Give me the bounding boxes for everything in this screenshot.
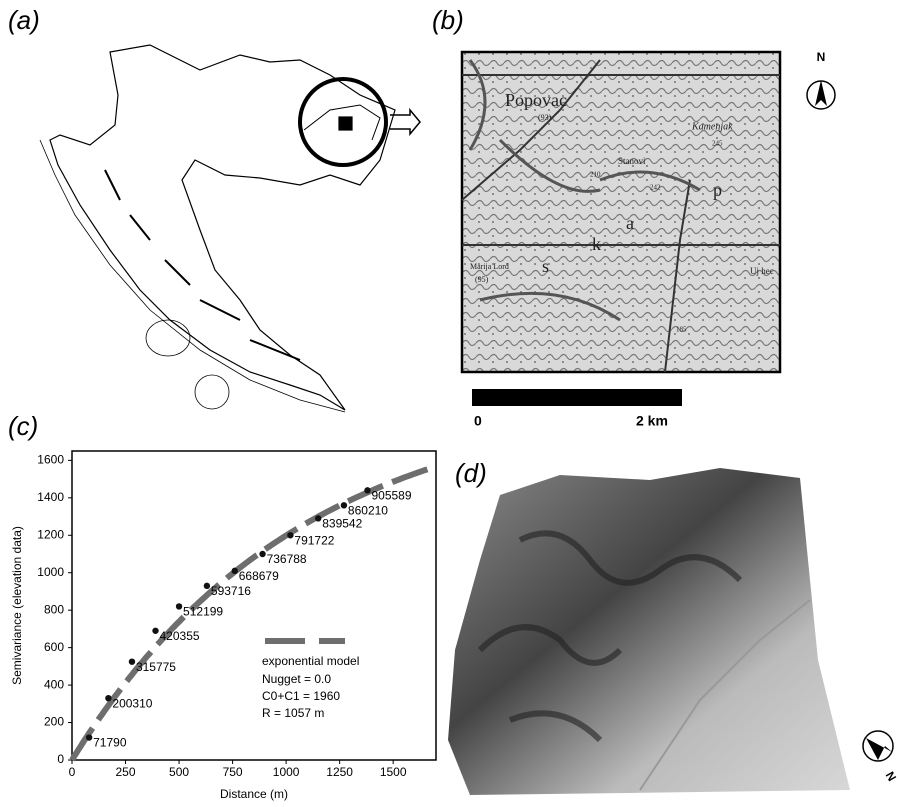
terrain-3d — [448, 468, 850, 795]
x-tick-label: 1250 — [326, 765, 353, 779]
map-letter: a — [626, 213, 634, 233]
point-label: 839542 — [322, 517, 362, 531]
scale-label: 2 km — [636, 413, 668, 429]
point-label: 200310 — [112, 696, 152, 710]
data-point — [86, 734, 92, 740]
x-tick-label: 250 — [116, 765, 136, 779]
place-label: 245 — [712, 140, 723, 148]
y-axis-label: Semivariance (elevation data) — [10, 526, 24, 685]
place-label: (93) — [538, 113, 552, 122]
place-label: 242 — [650, 184, 661, 192]
y-tick-label: 1000 — [37, 565, 64, 579]
point-label: 512199 — [183, 605, 223, 619]
data-point — [287, 532, 293, 538]
data-point — [105, 695, 111, 701]
model-annotation: C0+C1 = 1960 — [262, 689, 340, 703]
model-annotation: R = 1057 m — [262, 706, 324, 720]
scale-label: 0 — [474, 413, 482, 429]
place-label: Kamenjak — [691, 121, 733, 132]
point-label: 860210 — [348, 503, 388, 517]
place-label: Stanovi — [618, 156, 646, 166]
data-point — [364, 487, 370, 493]
point-label: 71790 — [93, 736, 127, 750]
x-tick-label: 750 — [223, 765, 243, 779]
data-point — [232, 568, 238, 574]
map-letter: s — [542, 256, 549, 276]
x-tick-label: 500 — [169, 765, 189, 779]
x-tick-label: 1500 — [380, 765, 407, 779]
y-tick-label: 800 — [44, 602, 64, 616]
y-tick-label: 1600 — [37, 453, 64, 467]
map-letter: k — [592, 234, 601, 254]
y-tick-label: 400 — [44, 677, 64, 691]
panel-label: (d) — [455, 458, 487, 488]
panel-label: (c) — [8, 411, 38, 441]
north-arrow — [807, 80, 835, 109]
map-a — [40, 45, 420, 412]
figure: (a) (b) (c) (d) Popovac (93) Kamenjak St… — [0, 0, 898, 807]
data-point — [204, 583, 210, 589]
map-letter: p — [713, 180, 722, 200]
point-label: 420355 — [160, 629, 200, 643]
data-point — [259, 551, 265, 557]
place-label: Popovac — [505, 90, 567, 110]
data-point — [341, 502, 347, 508]
point-label: 736788 — [267, 552, 307, 566]
data-point — [315, 515, 321, 521]
point-label: 593716 — [211, 584, 251, 598]
north-arrow — [863, 731, 893, 761]
x-tick-label: 1000 — [273, 765, 300, 779]
y-tick-label: 600 — [44, 640, 64, 654]
place-label: (95) — [475, 275, 489, 284]
place-label: 185 — [676, 326, 687, 334]
data-point — [152, 628, 158, 634]
north-label: N — [883, 769, 898, 784]
panel-label: (b) — [432, 5, 464, 35]
place-label: Marija Lord — [470, 262, 509, 271]
point-label: 905589 — [371, 488, 411, 502]
scale-bar — [472, 389, 682, 406]
x-axis-label: Distance (m) — [220, 787, 288, 801]
y-tick-label: 1400 — [37, 490, 64, 504]
y-tick-label: 1200 — [37, 527, 64, 541]
x-tick-label: 0 — [69, 765, 76, 779]
legend-label: exponential model — [262, 654, 359, 668]
data-point — [176, 603, 182, 609]
point-label: 668679 — [239, 569, 279, 583]
y-tick-label: 200 — [44, 715, 64, 729]
model-annotation: Nugget = 0.0 — [262, 672, 331, 686]
y-tick-label: 0 — [57, 752, 64, 766]
point-label: 315775 — [136, 660, 176, 674]
place-label: Uj hec — [750, 266, 774, 276]
place-label: 210 — [590, 171, 601, 179]
data-point — [129, 658, 135, 664]
north-label: N — [817, 50, 826, 64]
point-label: 791722 — [294, 533, 334, 547]
panel-label: (a) — [8, 5, 40, 35]
